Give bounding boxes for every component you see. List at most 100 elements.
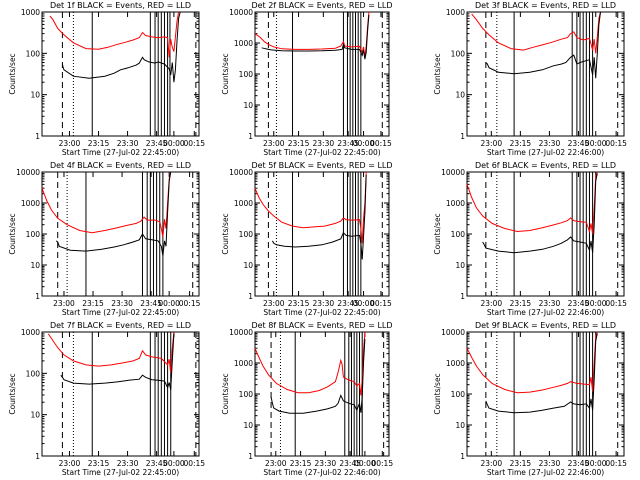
x-tick-label: 23:00 bbox=[59, 139, 81, 148]
chart-title: Det 1f BLACK = Events, RED = LLD bbox=[50, 1, 191, 10]
x-tick-label: 23:15 bbox=[88, 139, 110, 148]
events-series-line bbox=[61, 11, 181, 83]
x-tick-label: 23:45 bbox=[146, 459, 168, 468]
x-tick-label: 23:30 bbox=[111, 299, 133, 308]
lld-series-line bbox=[471, 11, 601, 54]
y-tick-label: 1000 bbox=[21, 199, 40, 208]
chart-title: Det 9f BLACK = Events, RED = LLD bbox=[475, 321, 616, 330]
y-tick-label: 100 bbox=[451, 230, 466, 239]
y-tick-label: 100 bbox=[239, 70, 254, 79]
chart-panel-7: Det 7f BLACK = Events, RED = LLD 1 10 100 10… bbox=[8, 321, 205, 477]
x-axis-label: Start Time (27-Jul-02 22:46:00) bbox=[487, 468, 604, 477]
y-tick-label: 10 bbox=[243, 261, 253, 270]
lld-series-line bbox=[254, 171, 367, 244]
chart-panel-8: Det 8f BLACK = Events, RED = LLD 1 10 100 10… bbox=[221, 321, 393, 477]
x-tick-label: 23:00 bbox=[481, 299, 503, 308]
y-tick-label: 1 bbox=[248, 452, 253, 461]
y-axis-label: Counts/sec bbox=[433, 373, 442, 414]
plot-frame bbox=[254, 11, 390, 137]
x-tick-label: 23:30 bbox=[539, 299, 561, 308]
y-tick-label: 10000 bbox=[441, 168, 465, 177]
lld-series-line bbox=[466, 171, 598, 235]
x-tick-label: 23:15 bbox=[510, 299, 532, 308]
x-tick-label: 23:15 bbox=[510, 139, 532, 148]
y-axis-label: Counts/sec bbox=[433, 53, 442, 94]
y-tick-label: 10 bbox=[30, 261, 40, 270]
x-tick-label: 00:00 bbox=[353, 299, 375, 308]
x-axis-label: Start Time (27-Jul-02 22:45:00) bbox=[263, 148, 380, 157]
plot-frame bbox=[254, 331, 390, 457]
x-tick-label: 23:45 bbox=[337, 139, 359, 148]
y-tick-label: 100 bbox=[239, 230, 254, 239]
plot-frame bbox=[41, 11, 200, 137]
x-axis-label: Start Time (27-Jul-02 22:46:00) bbox=[487, 148, 604, 157]
y-tick-label: 1 bbox=[460, 292, 465, 301]
x-axis-label: Start Time (27-Jul-02 22:45:00) bbox=[62, 148, 179, 157]
chart-panel-3: Det 3f BLACK = Events, RED = LLD 1 10 100 10… bbox=[433, 1, 627, 157]
y-tick-label: 1000 bbox=[234, 199, 253, 208]
x-tick-label: 00:15 bbox=[183, 139, 205, 148]
y-tick-label: 10000 bbox=[229, 8, 253, 17]
x-tick-label: 00:00 bbox=[163, 459, 185, 468]
events-series-line bbox=[60, 333, 175, 390]
x-tick-label: 23:30 bbox=[117, 139, 139, 148]
y-tick-label: 100 bbox=[239, 390, 254, 399]
x-tick-label: 23:00 bbox=[263, 139, 285, 148]
x-tick-label: 23:30 bbox=[313, 139, 335, 148]
y-tick-label: 10000 bbox=[229, 328, 253, 337]
x-tick-label: 23:45 bbox=[140, 299, 162, 308]
plot-frame bbox=[41, 331, 200, 457]
y-tick-label: 1000 bbox=[446, 359, 465, 368]
x-tick-label: 23:00 bbox=[53, 299, 75, 308]
x-tick-label: 23:45 bbox=[568, 459, 590, 468]
y-tick-label: 10 bbox=[455, 91, 465, 100]
y-axis-label: Counts/sec bbox=[433, 213, 442, 254]
y-tick-label: 1000 bbox=[234, 359, 253, 368]
y-axis-label: Counts/sec bbox=[221, 53, 230, 94]
x-tick-label: 00:00 bbox=[353, 139, 375, 148]
plot-frame bbox=[466, 171, 625, 297]
x-tick-label: 23:00 bbox=[59, 459, 81, 468]
x-tick-label: 00:00 bbox=[585, 299, 607, 308]
x-tick-label: 00:00 bbox=[158, 299, 180, 308]
x-tick-label: 23:00 bbox=[481, 459, 503, 468]
x-tick-label: 00:15 bbox=[370, 299, 392, 308]
y-tick-label: 10 bbox=[243, 101, 253, 110]
lld-series-line bbox=[254, 331, 366, 396]
x-tick-label: 23:15 bbox=[290, 459, 312, 468]
events-series-line bbox=[271, 174, 367, 260]
events-series-line bbox=[482, 173, 598, 254]
x-tick-label: 00:15 bbox=[179, 299, 201, 308]
y-axis-label: Counts/sec bbox=[8, 53, 17, 94]
x-axis-label: Start Time (27-Jul-02 22:46:00) bbox=[487, 308, 604, 317]
lld-series-line bbox=[47, 331, 175, 374]
chart-panel-1: Det 1f BLACK = Events, RED = LLD 1 10 100 10… bbox=[8, 1, 205, 157]
x-tick-label: 23:30 bbox=[315, 459, 337, 468]
x-tick-label: 00:00 bbox=[163, 139, 185, 148]
y-tick-label: 10000 bbox=[229, 168, 253, 177]
y-tick-label: 1000 bbox=[446, 199, 465, 208]
x-tick-label: 00:00 bbox=[354, 459, 376, 468]
y-tick-label: 10 bbox=[30, 91, 40, 100]
x-tick-label: 23:15 bbox=[88, 459, 110, 468]
chart-title: Det 3f BLACK = Events, RED = LLD bbox=[475, 1, 616, 10]
events-series-line bbox=[270, 338, 366, 414]
chart-panel-5: Det 5f BLACK = Events, RED = LLD 1 10 100 10… bbox=[221, 161, 393, 317]
x-tick-label: 23:00 bbox=[265, 459, 287, 468]
x-tick-label: 23:45 bbox=[568, 139, 590, 148]
lld-series-line bbox=[41, 171, 172, 238]
y-tick-label: 1 bbox=[35, 292, 40, 301]
x-tick-label: 23:00 bbox=[481, 139, 503, 148]
plot-frame bbox=[466, 11, 625, 137]
x-tick-label: 00:15 bbox=[183, 459, 205, 468]
x-axis-label: Start Time (27-Jul-02 22:46:00) bbox=[263, 468, 380, 477]
lld-series-line bbox=[49, 11, 180, 58]
y-tick-label: 100 bbox=[451, 390, 466, 399]
x-tick-label: 23:45 bbox=[339, 459, 361, 468]
x-tick-label: 00:00 bbox=[585, 139, 607, 148]
y-tick-label: 10 bbox=[30, 411, 40, 420]
y-tick-label: 1000 bbox=[234, 39, 253, 48]
y-tick-label: 1 bbox=[248, 292, 253, 301]
x-tick-label: 00:00 bbox=[585, 459, 607, 468]
